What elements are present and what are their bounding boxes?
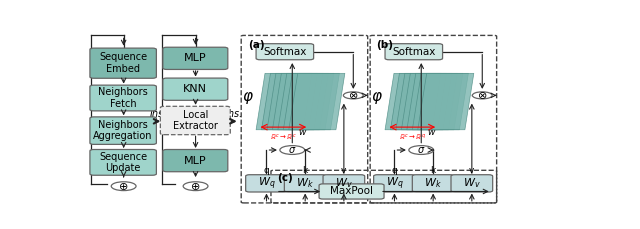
Text: $\oplus$: $\oplus$ (118, 181, 129, 192)
FancyBboxPatch shape (284, 175, 326, 192)
Text: Local
Extractor: Local Extractor (173, 110, 218, 131)
Text: Neighbors
Aggregation: Neighbors Aggregation (93, 120, 153, 142)
Text: v: v (469, 166, 474, 175)
Text: (c): (c) (277, 173, 293, 183)
Text: $W_q$: $W_q$ (386, 175, 403, 191)
Text: $\varphi$: $\varphi$ (242, 90, 253, 106)
Text: $w$: $w$ (428, 128, 436, 137)
FancyBboxPatch shape (90, 85, 156, 111)
Circle shape (183, 182, 208, 191)
Text: k: k (303, 166, 308, 175)
Polygon shape (256, 73, 312, 130)
FancyBboxPatch shape (385, 44, 443, 60)
Circle shape (472, 92, 492, 99)
FancyBboxPatch shape (246, 175, 287, 192)
Text: Softmax: Softmax (263, 47, 307, 57)
Polygon shape (407, 73, 463, 130)
FancyBboxPatch shape (374, 175, 415, 192)
Polygon shape (278, 73, 334, 130)
Text: k: k (431, 166, 436, 175)
Text: $\sigma$: $\sigma$ (417, 145, 426, 155)
Polygon shape (385, 73, 441, 130)
Text: MLP: MLP (184, 53, 207, 63)
Text: $w$: $w$ (298, 128, 308, 137)
Polygon shape (267, 73, 323, 130)
Polygon shape (401, 73, 458, 130)
Text: $W_q$: $W_q$ (258, 175, 275, 191)
Text: $W_v$: $W_v$ (335, 177, 353, 190)
Text: $\varphi$: $\varphi$ (371, 90, 383, 106)
Text: $W_k$: $W_k$ (424, 177, 442, 190)
FancyBboxPatch shape (163, 78, 228, 100)
FancyBboxPatch shape (256, 44, 314, 60)
Text: Neighbors
Fetch: Neighbors Fetch (99, 87, 148, 109)
Text: v: v (341, 166, 346, 175)
Text: KNN: KNN (183, 84, 207, 94)
Text: Ins.: Ins. (150, 109, 167, 119)
FancyBboxPatch shape (319, 184, 384, 199)
Text: q: q (392, 166, 397, 175)
FancyBboxPatch shape (163, 150, 228, 172)
Text: $\otimes$: $\otimes$ (477, 90, 488, 101)
Text: $\mathbb{R}^c{\to}\mathbb{R}^c$: $\mathbb{R}^c{\to}\mathbb{R}^c$ (270, 131, 297, 142)
Polygon shape (289, 73, 345, 130)
Text: q: q (264, 166, 269, 175)
Text: MLP: MLP (184, 156, 207, 166)
Circle shape (409, 146, 434, 154)
Text: Softmax: Softmax (392, 47, 435, 57)
Text: MaxPool: MaxPool (330, 186, 373, 196)
FancyBboxPatch shape (161, 106, 230, 135)
Text: Ins.: Ins. (226, 109, 243, 119)
FancyBboxPatch shape (90, 48, 156, 78)
FancyBboxPatch shape (451, 175, 493, 192)
Text: Sequence
Update: Sequence Update (99, 152, 147, 173)
FancyBboxPatch shape (90, 117, 156, 144)
Text: $\sigma$: $\sigma$ (288, 145, 296, 155)
Polygon shape (262, 73, 317, 130)
Text: (a): (a) (248, 40, 264, 50)
Polygon shape (412, 73, 468, 130)
Polygon shape (273, 73, 328, 130)
FancyBboxPatch shape (90, 150, 156, 175)
FancyBboxPatch shape (323, 175, 365, 192)
Text: $\mathbb{R}^c{\to}\mathbb{R}^q$: $\mathbb{R}^c{\to}\mathbb{R}^q$ (399, 131, 426, 142)
Circle shape (344, 92, 364, 99)
Circle shape (111, 182, 136, 191)
Text: $\oplus$: $\oplus$ (191, 181, 201, 192)
Text: $W_v$: $W_v$ (463, 177, 481, 190)
Polygon shape (418, 73, 474, 130)
FancyBboxPatch shape (412, 175, 454, 192)
Polygon shape (390, 73, 447, 130)
Circle shape (280, 146, 305, 154)
Text: Sequence
Embed: Sequence Embed (99, 52, 147, 74)
Text: $W_k$: $W_k$ (296, 177, 314, 190)
Text: $\otimes$: $\otimes$ (348, 90, 358, 101)
Text: (b): (b) (376, 40, 394, 50)
FancyBboxPatch shape (163, 47, 228, 69)
Polygon shape (396, 73, 452, 130)
Polygon shape (284, 73, 339, 130)
